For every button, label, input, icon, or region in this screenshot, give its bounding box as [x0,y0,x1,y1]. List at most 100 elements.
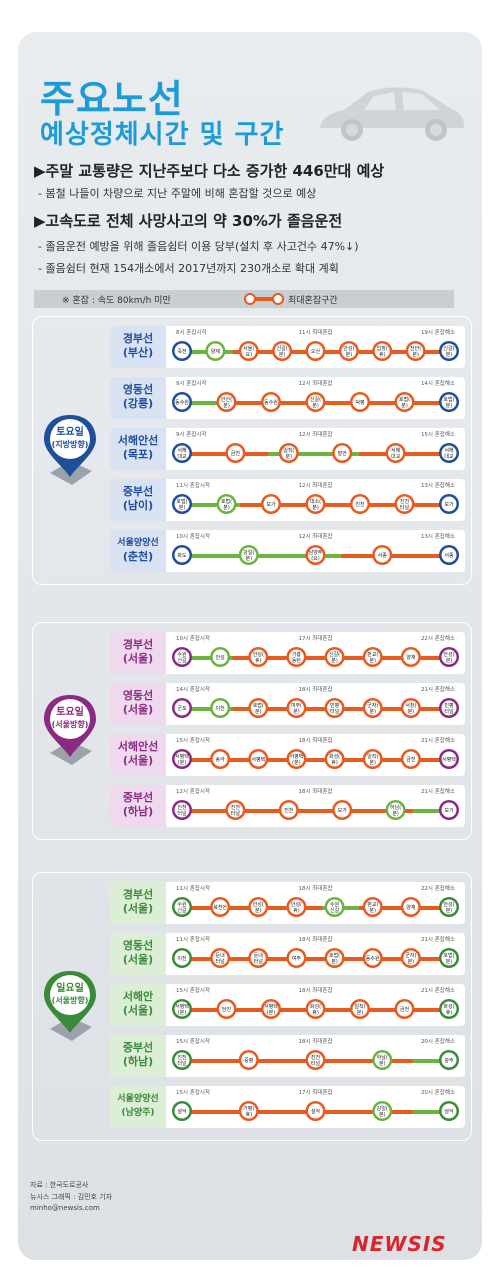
interchange-label: 이천 [216,705,226,712]
interchange-label: 판교(분) [367,901,378,914]
endpoint-marker: 동수원 [172,392,192,412]
legend-peak-icon [244,293,284,305]
legend-peak-section: 최대혼잡구간 [288,296,338,306]
interchange-marker: 호법(분) [324,948,345,968]
start-time: 10시 혼잡시작 [176,532,210,540]
interchange-label: 동수원 [366,955,380,962]
interchange-marker: 안성(분) [248,897,269,917]
interchange-label: 서평택 [442,756,456,763]
end-time: 21시 혼잡해소 [421,685,455,693]
peak-time: 18시 최대혼잡 [298,787,332,795]
interchange-label: 입장(휴) [377,345,388,358]
map-pin-icon [44,970,96,1041]
section-1 [32,316,472,585]
endpoint-marker: 군포 [172,698,192,718]
interchange-label: 이천 [177,955,187,962]
end-time: 19시 혼잡해소 [421,328,455,336]
interchange-marker: 입장(휴) [372,341,393,361]
start-time: 8시 혼잡시작 [176,328,207,336]
interchange-label: 안성(휴) [253,651,264,664]
endpoint-marker: 호법(분) [172,494,192,514]
interchange-marker: 금천 [400,749,421,769]
peak-time: 12시 최대혼잡 [298,481,332,489]
bullet-drowsy-sub1: - 졸음운전 예방을 위해 졸음쉼터 이용 당부(설치 후 사고건수 47%↓) [38,240,359,253]
route-destination: (하남) [122,805,154,818]
section-3 [32,872,472,1141]
interchange-label: 증평 [244,1057,253,1064]
car-illustration [320,87,465,141]
end-time: 22시 혼잡해소 [421,884,455,892]
interchange-label: 안성 [216,654,225,661]
route-destination: (서울) [122,902,154,915]
interchange-marker: 호법(분) [394,392,415,412]
interchange-marker: 판교(분) [362,897,383,917]
interchange-marker: 송악 [210,749,231,769]
route-name: 경부선 (서울) [110,632,166,674]
interchange-label: 당진 [222,1006,232,1013]
end-time: 13시 혼잡해소 [421,481,455,489]
badge-direction: (서울방향) [51,995,89,1005]
interchange-marker: 북천안 [210,897,231,917]
interchange-label: 화성(휴) [329,753,340,766]
interchange-label: 군자(분) [405,952,416,965]
route-line: 중부선 [122,791,154,804]
route-name: 서해안선 (서울) [110,734,166,776]
interchange-label: 빈평 터널 [330,702,340,715]
interchange-marker: 서평택 [248,749,269,769]
start-time: 9시 혼잡시작 [176,430,207,438]
interchange-marker: 서종 [372,545,393,565]
endpoint-marker: 수원 신갈 [172,897,192,917]
interchange-marker: 발안 [332,443,353,463]
interchange-marker: 안성(분) [338,341,359,361]
interchange-marker: 둔내 터널 [248,948,269,968]
day-badge: 일요일 (서울방향) [40,967,100,1051]
peak-time: 18시 최대혼잡 [298,1037,332,1045]
interchange-marker: 판교(분) [362,647,383,667]
bullet-drowsy: ▶고속도로 전체 사망사고의 약 30%가 졸음운전 [34,212,343,230]
interchange-label: 안성(분) [443,901,454,914]
start-time: 15시 혼잡시작 [176,986,210,994]
start-time: 11시 혼잡시작 [176,935,210,943]
newsis-logo: NEWSIS [352,1232,447,1256]
interchange-marker: 서평택 (분) [261,999,281,1019]
end-time: 13시 혼잡해소 [421,532,455,540]
route-name: 영동선 (강릉) [110,377,166,419]
route-destination: (남이) [122,499,154,512]
route-row: 중부선 (남이) 11시 혼잡시작 12시 최대혼잡 13시 혼잡해소 호법(분) 호법(분… [110,479,465,521]
interchange-label: 진천 터널 [231,804,241,817]
interchange-marker: 남양주 (요) [305,545,326,565]
interchange-label: 기흥 동탄 [292,651,302,664]
interchange-marker: 동수원 [362,948,383,968]
endpoint-marker: 서평택 (분) [172,749,192,769]
route-name: 서울양양선 (남양주) [110,1086,166,1128]
endpoint-marker: 빈평 터널 [439,698,459,718]
interchange-label: 호법(분) [176,498,187,511]
map-pin-icon [44,695,96,765]
bullet-drowsy-sub2: - 졸음쉼터 현재 154개소에서 2017년까지 230개소로 확대 계획 [38,262,339,275]
interchange-marker: 안성(휴) [248,647,269,667]
route-row: 경부선 (서울) 10시 혼잡시작 17시 최대혼잡 22시 혼잡해소 수원 신갈 안성 안성(… [110,632,465,674]
peak-time: 12시 최대혼잡 [298,379,332,387]
start-time: 14시 혼잡시작 [176,685,210,693]
interchange-label: 진천 [355,501,365,508]
end-time: 15시 혼잡해소 [421,430,455,438]
interchange-label: 모가 [338,807,348,814]
endpoint-marker: 서평택 [439,749,459,769]
credit-graphic: 뉴시스 그래픽 : 김민호 기자 [30,1193,113,1201]
peak-time: 18시 최대혼잡 [298,736,332,744]
interchange-label: 수원 신갈 [330,901,340,914]
endpoint-marker: 모가 [439,800,459,820]
end-time: 21시 혼잡해소 [421,736,455,744]
badge-day: 일요일 [56,982,84,994]
route-destination: (하남) [122,1055,154,1068]
interchange-marker: 일직(분) [278,443,299,463]
interchange-marker: 안성(휴) [286,897,307,917]
endpoint-marker: 죽전 [172,341,192,361]
route-row: 영동선 (서울) 11시 혼잡시작 18시 최대혼잡 21시 혼잡해소 이천 둔내 터널 둔내 터… [110,933,465,975]
